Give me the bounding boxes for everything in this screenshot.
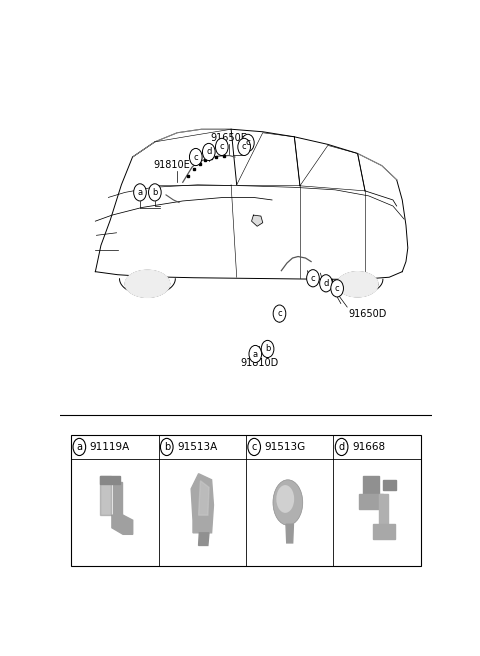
- Polygon shape: [100, 476, 111, 515]
- Text: b: b: [265, 344, 270, 354]
- FancyBboxPatch shape: [71, 435, 421, 566]
- Polygon shape: [359, 494, 383, 509]
- Text: c: c: [242, 142, 246, 152]
- Text: 91513G: 91513G: [264, 442, 306, 452]
- Text: 91668: 91668: [352, 442, 385, 452]
- Polygon shape: [373, 524, 395, 539]
- Polygon shape: [379, 494, 388, 525]
- Text: d: d: [206, 148, 212, 157]
- Polygon shape: [363, 476, 379, 494]
- Ellipse shape: [273, 480, 303, 525]
- Text: 91650D: 91650D: [348, 308, 387, 319]
- Text: 91650E: 91650E: [211, 133, 248, 144]
- Circle shape: [148, 184, 161, 201]
- Text: b: b: [164, 442, 170, 452]
- Circle shape: [320, 275, 332, 292]
- Text: 91119A: 91119A: [90, 442, 130, 452]
- Text: a: a: [253, 350, 258, 359]
- Circle shape: [261, 340, 274, 358]
- Polygon shape: [252, 215, 263, 226]
- Text: c: c: [245, 138, 251, 148]
- Polygon shape: [286, 524, 293, 543]
- Circle shape: [248, 438, 261, 455]
- Circle shape: [307, 270, 319, 287]
- Polygon shape: [125, 270, 170, 297]
- Polygon shape: [112, 515, 133, 535]
- Circle shape: [335, 438, 348, 455]
- Circle shape: [238, 138, 251, 155]
- Circle shape: [160, 438, 173, 455]
- Text: c: c: [193, 152, 198, 161]
- Circle shape: [73, 438, 85, 455]
- Polygon shape: [199, 481, 209, 515]
- Polygon shape: [100, 476, 120, 484]
- Circle shape: [133, 184, 146, 201]
- Text: c: c: [277, 309, 282, 318]
- Polygon shape: [199, 533, 209, 545]
- Text: c: c: [252, 442, 257, 452]
- Text: d: d: [324, 279, 329, 288]
- Text: 91810D: 91810D: [240, 358, 278, 367]
- Text: c: c: [219, 142, 224, 152]
- Circle shape: [190, 148, 202, 165]
- Text: c: c: [335, 284, 339, 293]
- Polygon shape: [337, 272, 378, 297]
- Circle shape: [331, 279, 344, 297]
- Text: a: a: [137, 188, 143, 197]
- Text: d: d: [338, 442, 345, 452]
- Circle shape: [273, 305, 286, 322]
- Polygon shape: [113, 482, 122, 515]
- Ellipse shape: [276, 485, 294, 513]
- Text: c: c: [311, 274, 315, 283]
- Text: 91810E: 91810E: [153, 159, 190, 170]
- Circle shape: [249, 346, 262, 363]
- Circle shape: [203, 144, 215, 161]
- Polygon shape: [191, 474, 214, 533]
- Circle shape: [216, 138, 228, 155]
- Text: 91513A: 91513A: [177, 442, 217, 452]
- Text: b: b: [152, 188, 157, 197]
- Polygon shape: [383, 480, 396, 490]
- Circle shape: [241, 134, 254, 152]
- Text: a: a: [76, 442, 83, 452]
